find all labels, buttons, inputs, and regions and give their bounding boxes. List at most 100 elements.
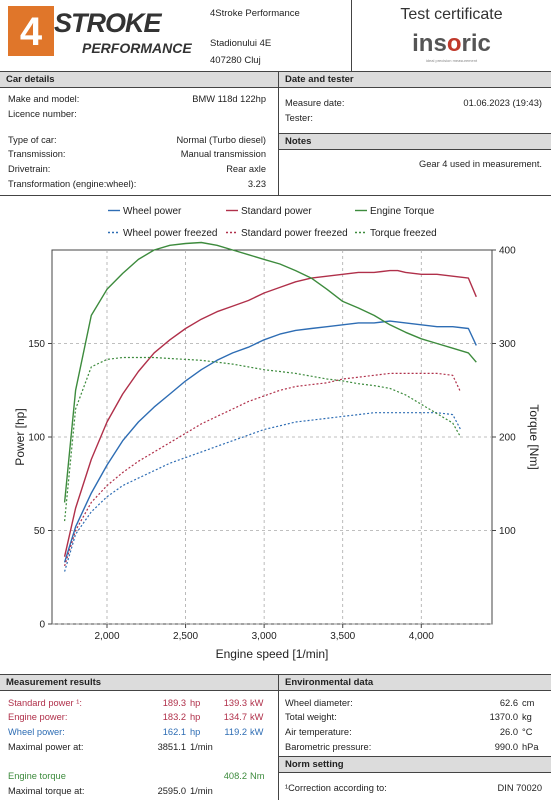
car-detail-value: Normal (Turbo diesel) [176,135,266,145]
logo-word: STROKE [54,8,162,38]
legend-label: Standard power freezed [241,228,348,239]
results-heading: Measurement results [0,674,279,691]
x-axis-label: Engine speed [1/min] [216,647,329,661]
result-label: Standard power ¹: [8,698,82,708]
series-line [63,269,477,557]
result-unit-1: hp [190,698,201,708]
series-line [64,412,462,572]
legend-label: Wheel power freezed [123,228,218,239]
series-line [63,320,477,563]
car-detail-label: Make and model: [8,94,80,104]
y2-axis-label: Torque [Nm] [527,404,541,469]
car-detail-label: Licence number: [8,109,77,119]
x-tick-label: 3,000 [252,631,277,642]
chart-top-border [0,195,551,196]
power-torque-chart: 2,000 2,500 3,000 3,500 4,000 0 50 100 150 100 200… [13,206,541,661]
result-value-2: 134.7 [223,712,247,722]
result-unit-2: Nm [250,771,265,781]
company-logo: 4 STROKE PERFORMANCE [0,0,200,70]
result-unit-1: hp [190,712,201,722]
result-unit-2: kW [250,712,264,722]
y-tick-label: 100 [28,433,45,444]
company-name: 4Stroke Performance [210,8,300,19]
result-unit-2: kW [250,727,264,737]
norm-heading: Norm setting [279,756,551,773]
car-detail-value: Rear axle [226,164,266,174]
insoric-logo: insoric [352,30,551,58]
x-tick-label: 4,000 [409,631,434,642]
x-tick-label: 3,500 [330,631,355,642]
legend-label: Torque freezed [370,228,437,239]
env-label: Wheel diameter: [285,698,353,708]
env-unit: cm [522,698,535,708]
y-tick-label: 150 [28,339,45,350]
insoric-logo-pre: ins [412,30,447,57]
notes-text: Gear 4 used in measurement. [419,159,542,169]
result-unit-1: 1/min [190,742,213,752]
insoric-logo-post: ric [461,30,491,57]
result-unit-2: kW [250,698,264,708]
car-detail-value: Manual transmission [180,149,266,159]
result-label: Engine power: [8,712,68,722]
legend-label: Wheel power [123,206,182,217]
result-value-1: 183.2 [162,712,186,722]
env-value: 62.6 [499,698,518,708]
result-value-2: 139.3 [223,698,247,708]
result-value-2: 408.2 [223,771,247,781]
env-unit: hPa [522,742,539,752]
details-divider [278,71,279,195]
result-label: Maximal power at: [8,742,84,752]
car-detail-label: Drivetrain: [8,164,51,174]
result-value-2: 119.2 [224,727,247,737]
series-line [64,372,462,567]
date-tester-heading: Date and tester [279,71,551,88]
x-tick-label: 2,500 [173,631,198,642]
car-details-heading: Car details [0,71,279,88]
car-detail-label: Transformation (engine:wheel): [8,179,137,189]
address-line-2: 407280 Cluj [210,55,261,66]
result-label: Wheel power: [8,727,65,737]
y2-tick-label: 400 [499,246,516,257]
norm-value: DIN 70020 [497,783,542,793]
env-label: Barometric pressure: [285,742,372,752]
env-unit: kg [522,712,532,722]
legend-label: Standard power [241,206,312,217]
result-unit-1: hp [190,727,201,737]
series-line [63,241,477,503]
measure-date-value: 01.06.2023 (19:43) [463,98,542,108]
series-line [64,356,462,522]
y-tick-label: 50 [34,526,46,537]
env-label: Total weight: [285,712,337,722]
certificate-title: Test certificate [400,6,503,23]
logo-subtitle: PERFORMANCE [82,40,192,56]
y2-tick-label: 300 [499,339,516,350]
environment-heading: Environmental data [279,674,551,691]
header-divider [351,0,352,71]
measure-date-label: Measure date: [285,98,345,108]
env-unit: °C [522,727,533,737]
car-detail-value: BMW 118d 122hp [192,94,266,104]
address-line-1: Stadionului 4E [210,38,272,49]
env-value: 990.0 [494,742,518,752]
y-tick-label: 0 [39,620,45,631]
logo-number: 4 [8,6,54,56]
y2-tick-label: 200 [499,433,516,444]
result-value-1: 3851.1 [157,742,186,752]
bottom-divider [278,674,279,800]
legend-label: Engine Torque [370,206,435,217]
norm-label: ¹Correction according to: [285,783,387,793]
insoric-tagline: ideal precision measurement [425,58,478,63]
insoric-logo-o: o [446,30,462,57]
env-value: 1370.0 [489,712,518,722]
env-label: Air temperature: [285,727,352,737]
tester-label: Tester: [285,113,313,123]
result-value-1: 162.1 [162,727,186,737]
result-value-1: 2595.0 [157,786,186,796]
notes-heading: Notes [279,133,551,150]
y2-tick-label: 100 [499,526,516,537]
result-label: Maximal torque at: [8,786,85,796]
result-value-1: 189.3 [162,698,186,708]
x-tick-label: 2,000 [94,631,119,642]
y-axis-label: Power [hp] [13,408,27,465]
result-unit-1: 1/min [190,786,213,796]
